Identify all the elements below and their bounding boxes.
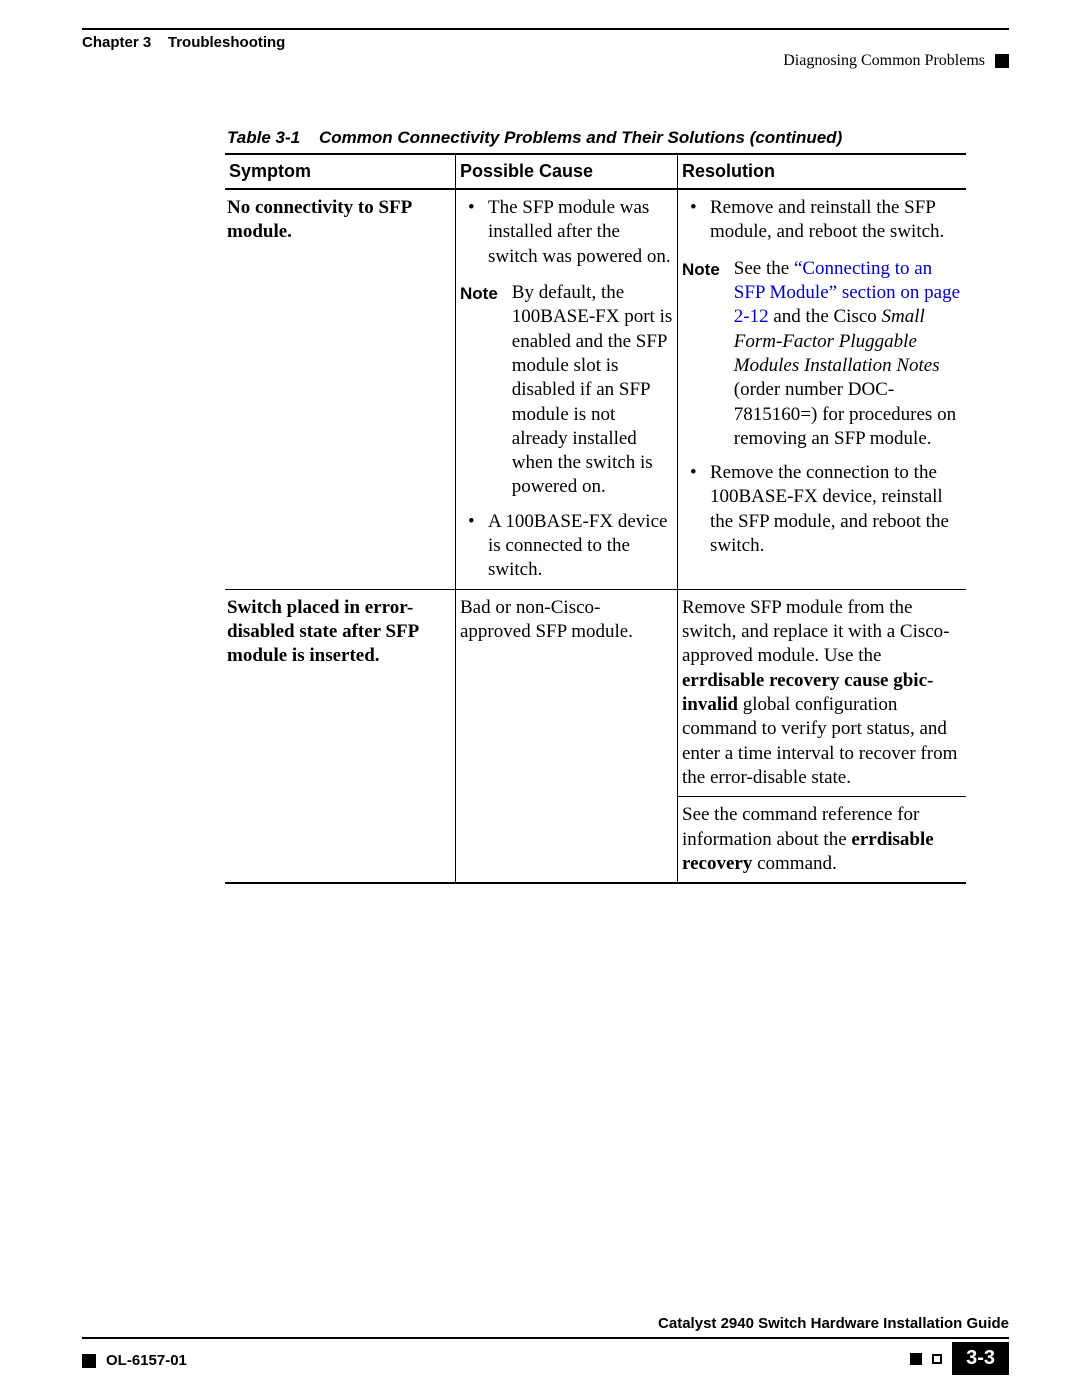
note-label: Note — [460, 281, 498, 500]
resolution-bullet: Remove and reinstall the SFP module, and… — [682, 196, 960, 245]
resolution-paragraph: Remove SFP module from the switch, and r… — [678, 590, 966, 797]
resolution-note: Note See the “Connecting to an SFP Modul… — [678, 251, 966, 456]
resolution-bullet: Remove the connection to the 100BASE-FX … — [682, 461, 960, 558]
note-rich-text: See the “Connecting to an SFP Module” se… — [734, 257, 964, 452]
header-marker-icon — [995, 54, 1009, 68]
page-number: 3-3 — [952, 1342, 1009, 1375]
cause-cell: The SFP module was installed after the s… — [455, 190, 677, 589]
table-header-row: Symptom Possible Cause Resolution — [225, 155, 966, 190]
page: Chapter 3 Troubleshooting Diagnosing Com… — [0, 0, 1080, 1397]
table-body: No connectivity to SFP module. The SFP m… — [225, 190, 966, 884]
header-rule — [82, 28, 1009, 30]
cause-cell: Bad or non-Cisco-approved SFP module. — [455, 590, 677, 882]
chapter-title: Troubleshooting — [168, 34, 286, 51]
header-right: Diagnosing Common Problems — [783, 52, 1009, 70]
footer-doc-id: OL-6157-01 — [106, 1352, 187, 1369]
cause-bullet: A 100BASE-FX device is connected to the … — [460, 510, 671, 583]
resolution-cell: Remove SFP module from the switch, and r… — [677, 590, 966, 882]
footer-rule — [82, 1337, 1009, 1339]
col-resolution-header: Resolution — [677, 155, 966, 188]
footer-guide-title: Catalyst 2940 Switch Hardware Installati… — [658, 1315, 1009, 1332]
troubleshooting-table: Symptom Possible Cause Resolution No con… — [225, 153, 966, 884]
caption-text: Common Connectivity Problems and Their S… — [319, 128, 842, 147]
caption-prefix: Table 3-1 — [227, 128, 300, 147]
cause-text: Bad or non-Cisco-approved SFP module. — [456, 590, 677, 651]
note-label: Note — [682, 257, 720, 452]
cause-note: Note By default, the 100BASE-FX port is … — [456, 275, 677, 504]
table-caption: Table 3-1 Common Connectivity Problems a… — [227, 128, 842, 148]
footer-square-icon — [910, 1353, 922, 1365]
resolution-cell: Remove and reinstall the SFP module, and… — [677, 190, 966, 589]
col-symptom-header: Symptom — [225, 155, 455, 188]
header-left: Chapter 3 Troubleshooting — [82, 34, 285, 51]
table-row: No connectivity to SFP module. The SFP m… — [225, 190, 966, 590]
chapter-label: Chapter 3 — [82, 34, 151, 51]
symptom-cell: Switch placed in error-disabled state af… — [225, 590, 455, 882]
section-title: Diagnosing Common Problems — [783, 52, 985, 70]
table-row: Switch placed in error-disabled state af… — [225, 590, 966, 884]
footer-marker-icon — [82, 1354, 96, 1368]
symptom-cell: No connectivity to SFP module. — [225, 190, 455, 589]
cause-bullet: The SFP module was installed after the s… — [460, 196, 671, 269]
note-text: By default, the 100BASE-FX port is enabl… — [512, 281, 675, 500]
footer-right: 3-3 — [910, 1342, 1009, 1375]
resolution-paragraph: See the command reference for informatio… — [678, 796, 966, 882]
footer-square-outline-icon — [932, 1354, 942, 1364]
footer-left: OL-6157-01 — [82, 1352, 187, 1369]
col-cause-header: Possible Cause — [455, 155, 677, 188]
